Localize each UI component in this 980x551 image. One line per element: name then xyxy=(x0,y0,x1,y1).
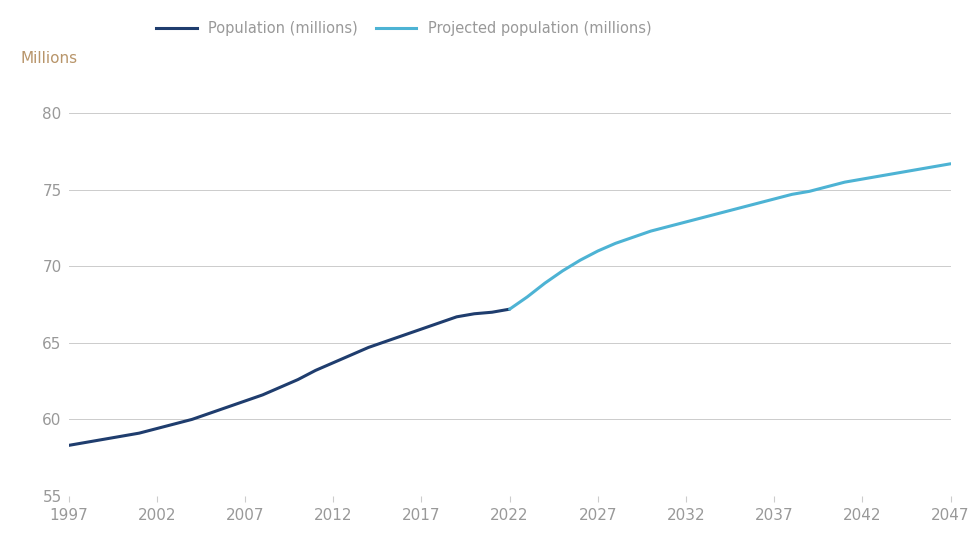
Text: Millions: Millions xyxy=(20,51,77,66)
Legend: Population (millions), Projected population (millions): Population (millions), Projected populat… xyxy=(150,15,658,42)
